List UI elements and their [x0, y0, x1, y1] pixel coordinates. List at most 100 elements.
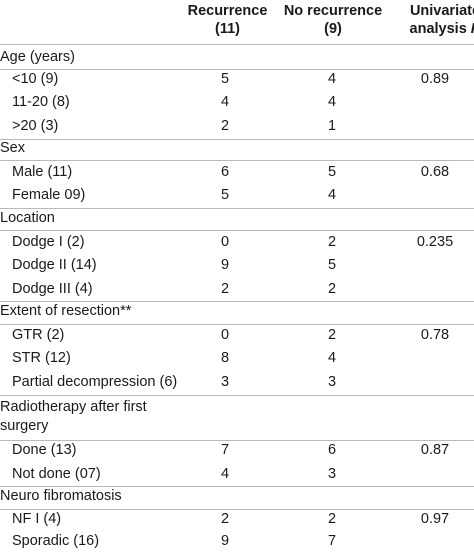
header-recurrence: Recurrence (11): [175, 2, 280, 38]
table-row: Dodge II (14) 9 5: [0, 253, 474, 277]
recurrence-value: 2: [220, 118, 230, 134]
no-recurrence-value: 2: [327, 511, 337, 527]
header-univariate-p: P: [471, 21, 474, 37]
recurrence-value: 0: [220, 234, 230, 250]
table-row: Radiotherapy after first surgery: [0, 395, 474, 439]
header-univariate-line2: analysis P: [395, 20, 474, 38]
row-label: Sex: [0, 140, 25, 156]
row-divider: [0, 230, 474, 231]
row-label: Female 09): [12, 187, 86, 203]
recurrence-value: 3: [220, 374, 230, 390]
no-recurrence-value: 4: [327, 71, 337, 87]
row-divider: [0, 395, 474, 396]
table-row: Sex: [0, 136, 474, 160]
row-divider: [0, 440, 474, 441]
p-value: 0.68: [420, 164, 450, 180]
p-value: 0.87: [420, 442, 450, 458]
row-label: Location: [0, 210, 55, 226]
no-recurrence-value: 2: [327, 281, 337, 297]
table-row: Done (13) 7 6 0.87: [0, 438, 474, 462]
row-label: Not done (07): [12, 466, 101, 482]
no-recurrence-value: 3: [327, 374, 337, 390]
no-recurrence-value: 2: [327, 234, 337, 250]
no-recurrence-value: 4: [327, 94, 337, 110]
row-label-line2: surgery: [0, 418, 49, 434]
recurrence-value: 0: [220, 327, 230, 343]
row-label: Male (11): [12, 164, 73, 180]
row-label: Done (13): [12, 442, 77, 458]
no-recurrence-value: 5: [327, 164, 337, 180]
table-row: <10 (9) 5 4 0.89: [0, 67, 474, 91]
row-label: Sporadic (16): [12, 533, 100, 549]
row-label: >20 (3): [12, 118, 59, 134]
no-recurrence-value: 5: [327, 257, 337, 273]
row-divider: [0, 324, 474, 325]
header-univariate-line1: Univariate: [409, 3, 474, 19]
row-label: Dodge III (4): [12, 281, 93, 297]
header-no-recurrence: No recurrence (9): [278, 2, 388, 38]
header-recurrence-line1: Recurrence: [187, 3, 268, 19]
row-label: STR (12): [12, 350, 71, 366]
p-value: 0.78: [420, 327, 450, 343]
row-label: NF I (4): [12, 511, 62, 527]
table-row: Dodge III (4) 2 2: [0, 277, 474, 301]
row-label: Age (years): [0, 49, 75, 65]
no-recurrence-value: 4: [327, 187, 337, 203]
table-row: Neuro fibromatosis: [0, 484, 474, 508]
table-row: Male (11) 6 5 0.68: [0, 160, 474, 184]
table-row: Age (years): [0, 45, 474, 69]
p-value: 0.89: [420, 71, 450, 87]
p-value: 0.235: [416, 234, 454, 250]
no-recurrence-value: 4: [327, 350, 337, 366]
recurrence-value: 9: [220, 257, 230, 273]
recurrence-value: 5: [220, 71, 230, 87]
row-label: 11-20 (8): [12, 94, 70, 110]
header-rule: [0, 44, 474, 45]
recurrence-value: 6: [220, 164, 230, 180]
row-divider: [0, 69, 474, 70]
row-label: Partial decompression (6): [12, 374, 178, 390]
table-row: 11-20 (8) 4 4: [0, 90, 474, 114]
recurrence-value: 2: [220, 281, 230, 297]
no-recurrence-value: 1: [327, 118, 337, 134]
table-row: Partial decompression (6) 3 3: [0, 370, 474, 394]
recurrence-value: 4: [220, 94, 230, 110]
table-row: Dodge I (2) 0 2 0.235: [0, 230, 474, 254]
recurrence-value: 5: [220, 187, 230, 203]
header-no-recurrence-line1: No recurrence: [283, 3, 383, 19]
no-recurrence-value: 2: [327, 327, 337, 343]
recurrence-value: 2: [220, 511, 230, 527]
row-label: Neuro fibromatosis: [0, 488, 122, 504]
recurrence-value: 7: [220, 442, 230, 458]
table-row: Not done (07) 4 3: [0, 462, 474, 486]
row-divider: [0, 486, 474, 487]
no-recurrence-value: 6: [327, 442, 337, 458]
row-label: Radiotherapy after first surgery: [0, 398, 147, 436]
row-label: Extent of resection**: [0, 303, 132, 319]
recurrence-value: 4: [220, 466, 230, 482]
table-header: Recurrence (11) No recurrence (9) Univar…: [0, 2, 474, 42]
recurrence-value: 8: [220, 350, 230, 366]
row-label: GTR (2): [12, 327, 65, 343]
header-univariate: Univariate analysis P: [395, 2, 474, 38]
row-divider: [0, 139, 474, 140]
row-divider: [0, 509, 474, 510]
p-value: 0.97: [420, 511, 450, 527]
table-row: Female 09) 5 4: [0, 183, 474, 207]
table-row: Extent of resection**: [0, 299, 474, 323]
table-row: GTR (2) 0 2 0.78: [0, 323, 474, 347]
row-divider: [0, 301, 474, 302]
table-row: NF I (4) 2 2 0.97: [0, 507, 474, 531]
header-recurrence-line2: (11): [215, 21, 240, 37]
header-univariate-text: analysis: [409, 21, 471, 37]
table-row: STR (12) 8 4: [0, 346, 474, 370]
recurrence-value: 9: [220, 533, 230, 549]
table-row: Sporadic (16) 9 7: [0, 529, 474, 553]
row-label: Dodge I (2): [12, 234, 85, 250]
header-no-recurrence-line2: (9): [324, 21, 342, 37]
row-label-line1: Radiotherapy after first: [0, 399, 147, 415]
row-divider: [0, 160, 474, 161]
table-row: Location: [0, 206, 474, 230]
row-divider: [0, 208, 474, 209]
row-label: Dodge II (14): [12, 257, 97, 273]
